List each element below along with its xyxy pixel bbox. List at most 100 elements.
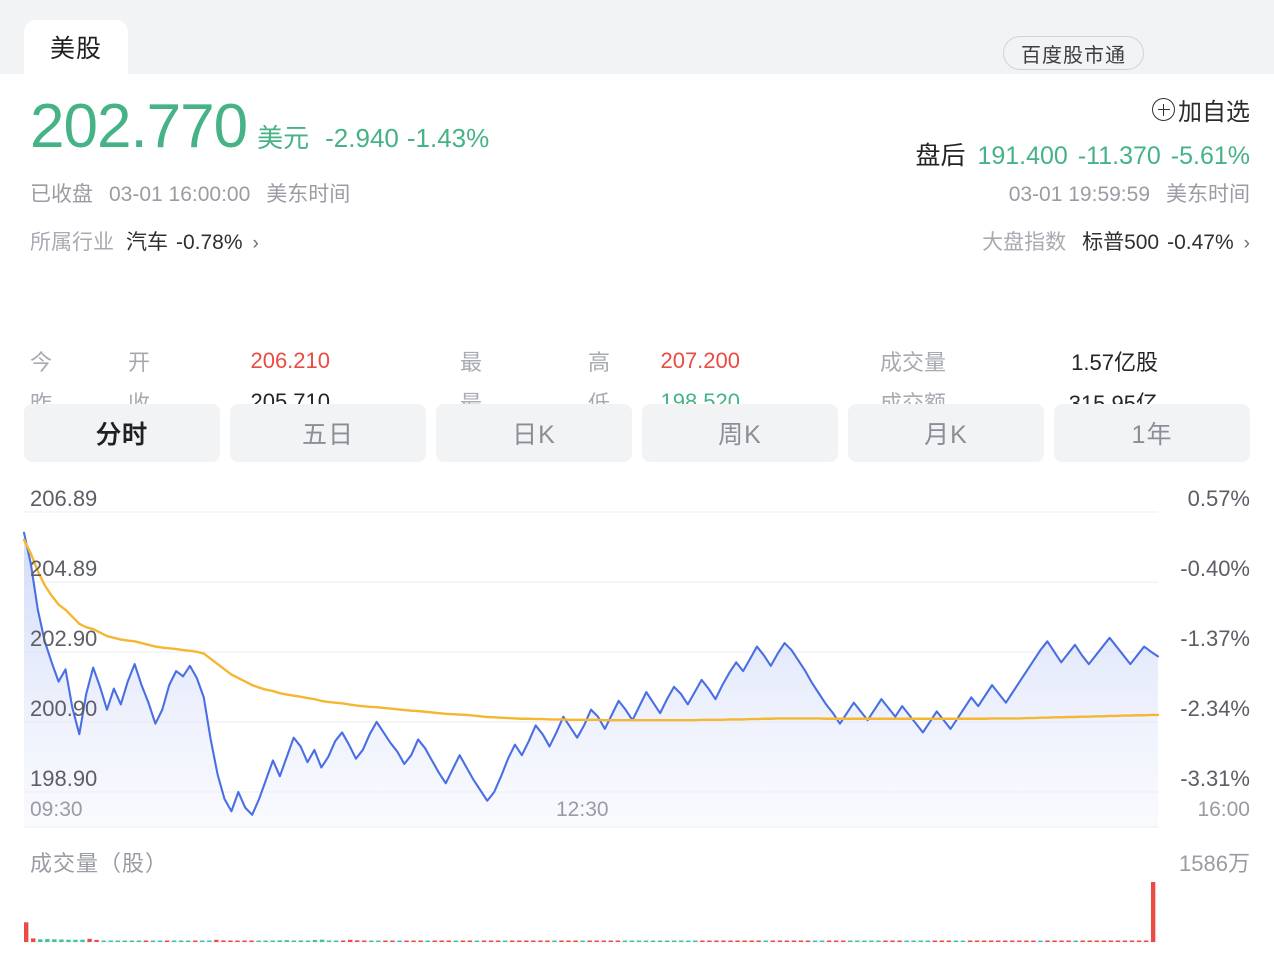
volume-bar [1003, 940, 1008, 942]
volume-bar [615, 940, 621, 942]
volume-bar [383, 940, 388, 942]
volume-bar [52, 939, 57, 942]
volume-bar [714, 940, 719, 942]
volume-bar [453, 940, 459, 942]
volume-bar [207, 940, 212, 942]
volume-bar [763, 940, 768, 942]
volume-bar [80, 939, 85, 942]
volume-bar [735, 940, 740, 942]
after-hours-change: -11.370 [1077, 142, 1161, 170]
volume-bar [474, 940, 480, 942]
period-tab-2[interactable]: 五日 [230, 404, 426, 462]
period-tab-label: 日K [512, 421, 556, 449]
plus-circle-icon [1152, 98, 1175, 121]
volume-bar [1101, 940, 1107, 942]
after-hours-timestamp: 03-01 19:59:59 [1008, 183, 1150, 206]
volume-bar [298, 940, 304, 942]
volume-bar [94, 939, 99, 942]
volume-bar [460, 940, 466, 942]
volume-bar [319, 939, 325, 942]
market-index-row[interactable]: 大盘指数 标普500 -0.47% › [982, 226, 1250, 256]
y-axis-label-left: 206.89 [30, 486, 98, 511]
volume-bar [939, 940, 945, 942]
stat-row: 今开 206.210 [30, 340, 330, 381]
volume-bar [502, 940, 508, 942]
chevron-right-icon: › [1243, 233, 1250, 254]
volume-bar [841, 940, 846, 942]
volume-bar [756, 940, 761, 942]
top-tab-strip: 美股 百度股市通 [0, 0, 1274, 74]
volume-bar [1136, 940, 1142, 942]
sector-row[interactable]: 所属行业 汽车 -0.78% › [30, 226, 259, 256]
volume-bar [996, 940, 1001, 942]
chart-area: 206.89 204.89 202.90 200.90 198.90 0.57% -0.40… [0, 470, 1274, 960]
volume-bar [1143, 940, 1149, 942]
period-tab-label: 分时 [95, 421, 148, 449]
volume-bar [848, 940, 853, 942]
period-tab-5[interactable]: 月K [848, 404, 1044, 462]
volume-bar [432, 940, 437, 942]
quote-timestamp: 03-01 16:00:00 [109, 183, 251, 206]
last-price: 202.770 [30, 92, 248, 161]
price-change: -2.940 [325, 123, 399, 153]
tab-us-stocks[interactable]: 美股 [24, 20, 128, 74]
period-tab-3[interactable]: 日K [436, 404, 632, 462]
volume-bar [608, 940, 613, 942]
volume-max-label: 1586万 [1179, 851, 1250, 876]
volume-bar [1087, 940, 1092, 942]
volume-bar [221, 940, 226, 942]
volume-bar [855, 940, 860, 942]
volume-bar [672, 940, 677, 942]
brand-badge[interactable]: 百度股市通 [1003, 36, 1144, 70]
volume-bar [700, 940, 705, 942]
volume-bar [38, 939, 43, 942]
after-hours-row: 盘后 191.400 -11.370 -5.61% [915, 136, 1250, 172]
volume-bar [524, 940, 529, 942]
period-tab-1[interactable]: 分时 [24, 404, 220, 462]
volume-bar [348, 939, 353, 942]
volume-bar [650, 940, 656, 942]
volume-bar [270, 940, 275, 942]
volume-title: 成交量（股） [30, 851, 169, 876]
volume-bar [784, 940, 790, 942]
volume-bar [193, 940, 198, 942]
price-row: 202.770 美元 -2.940 -1.43% [30, 96, 489, 158]
volume-bar [967, 940, 973, 942]
volume-bar [263, 940, 268, 942]
brand-badge-label: 百度股市通 [1021, 44, 1126, 67]
volume-bar [925, 940, 930, 942]
volume-bar [573, 940, 578, 942]
volume-bar [228, 940, 233, 942]
volume-bar [249, 940, 254, 942]
add-to-watchlist-button[interactable]: 加自选 [1152, 92, 1250, 127]
period-tab-4[interactable]: 周K [642, 404, 838, 462]
chart-period-tabs: 分时 五日 日K 周K 月K 1年 [0, 404, 1274, 466]
volume-bar [981, 940, 987, 942]
volume-bar [467, 940, 473, 942]
volume-bar [798, 940, 804, 942]
volume-bar [108, 940, 113, 942]
volume-bar [186, 940, 191, 942]
volume-bar [66, 939, 71, 942]
volume-bar [826, 940, 832, 942]
volume-bar [876, 940, 881, 942]
period-tab-6[interactable]: 1年 [1054, 404, 1250, 462]
intraday-chart[interactable] [0, 470, 1274, 960]
volume-bar [277, 940, 282, 942]
volume-bar [439, 940, 444, 942]
quote-timezone: 美东时间 [266, 183, 351, 206]
volume-bar [171, 940, 177, 942]
volume-bar [1150, 882, 1156, 942]
stat-value: 1.57亿股 [1071, 349, 1158, 375]
volume-bar [425, 940, 430, 942]
volume-bar [580, 940, 585, 942]
y-axis-label-right: -3.31% [1180, 766, 1250, 791]
chevron-right-icon: › [252, 233, 259, 254]
volume-bar [960, 940, 966, 942]
volume-bar [122, 940, 127, 942]
price-area-fill [24, 532, 1158, 827]
period-tab-label: 周K [718, 421, 762, 449]
period-tab-label: 五日 [301, 421, 354, 449]
volume-bar [622, 940, 628, 942]
quote-header: 202.770 美元 -2.940 -1.43% 已收盘 03-01 16:00… [0, 74, 1274, 457]
